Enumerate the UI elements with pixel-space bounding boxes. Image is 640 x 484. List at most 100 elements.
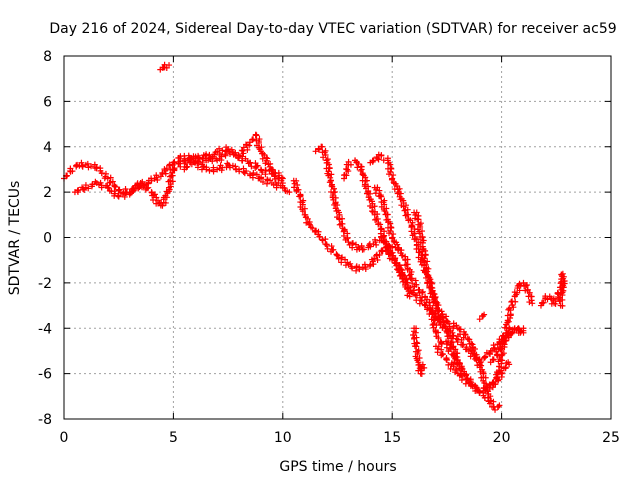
data-point-marker bbox=[360, 246, 367, 253]
x-tick-label: 20 bbox=[493, 430, 511, 446]
data-point-marker bbox=[438, 346, 445, 353]
data-point-marker bbox=[450, 363, 457, 370]
data-point-marker bbox=[363, 185, 370, 192]
data-point-marker bbox=[376, 187, 383, 194]
data-point-marker bbox=[496, 402, 503, 409]
data-point-marker bbox=[493, 369, 500, 376]
data-point-marker bbox=[382, 211, 389, 218]
data-point-marker bbox=[398, 247, 405, 254]
data-point-marker bbox=[557, 302, 564, 309]
data-point-marker bbox=[389, 235, 396, 242]
x-axis-label: GPS time / hours bbox=[279, 459, 396, 475]
data-point-marker bbox=[281, 184, 288, 191]
data-point-marker bbox=[404, 266, 411, 273]
data-point-marker bbox=[334, 202, 341, 209]
data-point-marker bbox=[372, 190, 379, 197]
data-points bbox=[61, 61, 568, 413]
data-point-marker bbox=[524, 282, 531, 289]
data-point-marker bbox=[323, 159, 330, 166]
data-point-marker bbox=[443, 356, 450, 363]
data-point-marker bbox=[143, 181, 150, 188]
data-point-marker bbox=[293, 188, 300, 195]
data-point-marker bbox=[153, 194, 160, 201]
data-point-marker bbox=[414, 216, 421, 223]
data-point-marker bbox=[419, 361, 426, 368]
data-point-marker bbox=[326, 179, 333, 186]
data-point-marker bbox=[388, 176, 395, 183]
data-point-marker bbox=[372, 239, 379, 246]
data-point-marker bbox=[150, 196, 157, 203]
x-tick-label: 25 bbox=[602, 430, 620, 446]
data-point-marker bbox=[452, 367, 459, 374]
x-tick-label: 10 bbox=[274, 430, 292, 446]
data-point-marker bbox=[367, 190, 374, 197]
data-point-marker bbox=[447, 332, 454, 339]
data-point-marker bbox=[343, 166, 350, 173]
data-point-marker bbox=[409, 219, 416, 226]
data-point-marker bbox=[417, 233, 424, 240]
data-point-marker bbox=[119, 190, 126, 197]
data-point-marker bbox=[327, 177, 334, 184]
y-tick-label: 6 bbox=[43, 94, 52, 110]
data-point-marker bbox=[354, 164, 361, 171]
data-point-marker bbox=[423, 269, 430, 276]
data-point-marker bbox=[137, 180, 144, 187]
data-point-marker bbox=[447, 365, 454, 372]
data-point-marker bbox=[457, 331, 464, 338]
data-point-marker bbox=[558, 278, 565, 285]
data-point-marker bbox=[326, 165, 333, 172]
data-point-marker bbox=[306, 221, 313, 228]
data-point-marker bbox=[219, 147, 226, 154]
data-point-marker bbox=[456, 326, 463, 333]
data-point-marker bbox=[162, 199, 169, 206]
data-point-marker bbox=[460, 341, 467, 348]
data-point-marker bbox=[387, 228, 394, 235]
data-point-marker bbox=[512, 298, 519, 305]
data-point-marker bbox=[506, 305, 513, 312]
data-point-marker bbox=[253, 163, 260, 170]
data-point-marker bbox=[80, 185, 87, 192]
data-point-marker bbox=[411, 236, 418, 243]
data-point-marker bbox=[160, 196, 167, 203]
data-point-marker bbox=[257, 166, 264, 173]
data-point-marker bbox=[259, 169, 266, 176]
data-point-marker bbox=[411, 334, 418, 341]
data-point-marker bbox=[328, 243, 335, 250]
data-point-marker bbox=[397, 190, 404, 197]
data-point-marker bbox=[466, 380, 473, 387]
data-point-marker bbox=[362, 264, 369, 271]
data-point-marker bbox=[411, 343, 418, 350]
data-point-marker bbox=[328, 171, 335, 178]
data-point-marker bbox=[379, 247, 386, 254]
data-point-marker bbox=[335, 209, 342, 216]
data-point-marker bbox=[492, 406, 499, 413]
data-point-marker bbox=[296, 193, 303, 200]
data-point-marker bbox=[372, 216, 379, 223]
data-point-marker bbox=[254, 162, 261, 169]
data-point-marker bbox=[380, 206, 387, 213]
data-point-marker bbox=[423, 264, 430, 271]
data-point-marker bbox=[167, 183, 174, 190]
data-point-marker bbox=[469, 341, 476, 348]
data-point-marker bbox=[85, 164, 92, 171]
data-point-marker bbox=[373, 252, 380, 259]
data-point-marker bbox=[259, 150, 266, 157]
x-tick-label: 15 bbox=[383, 430, 401, 446]
data-point-marker bbox=[171, 158, 178, 165]
data-point-marker bbox=[243, 168, 250, 175]
data-point-marker bbox=[485, 397, 492, 404]
data-point-marker bbox=[340, 232, 347, 239]
data-point-marker bbox=[206, 167, 213, 174]
data-point-marker bbox=[336, 221, 343, 228]
data-point-marker bbox=[344, 235, 351, 242]
data-point-marker bbox=[183, 164, 190, 171]
data-point-marker bbox=[557, 297, 564, 304]
data-point-marker bbox=[405, 217, 412, 224]
data-point-marker bbox=[425, 274, 432, 281]
data-point-marker bbox=[419, 288, 426, 295]
data-point-marker bbox=[82, 182, 89, 189]
data-point-marker bbox=[397, 196, 404, 203]
data-point-marker bbox=[359, 264, 366, 271]
y-tick-label: -8 bbox=[38, 412, 52, 428]
data-point-marker bbox=[203, 164, 210, 171]
